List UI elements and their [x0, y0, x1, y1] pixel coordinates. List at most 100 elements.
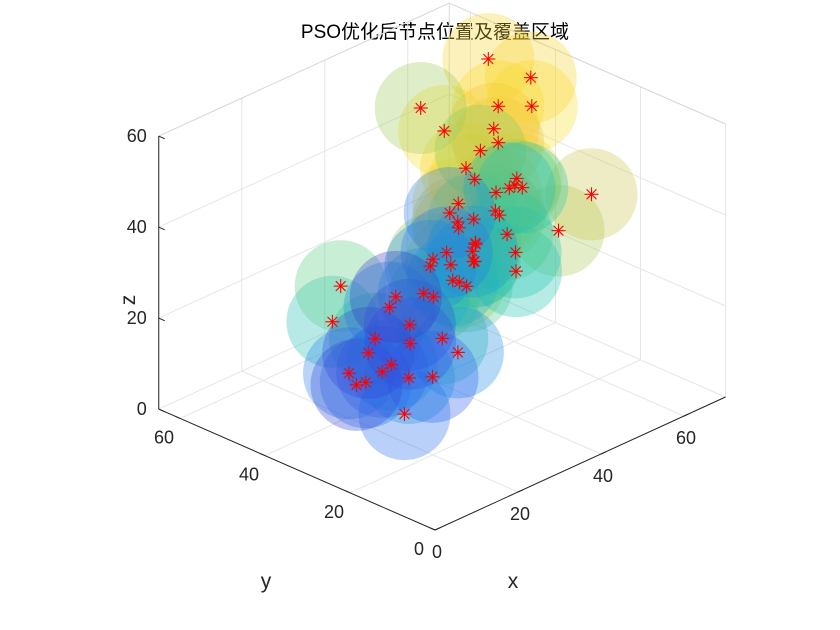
node-marker	[584, 187, 599, 202]
z-axis-label: z	[117, 295, 140, 306]
node-marker	[333, 279, 348, 294]
marker-stroke	[427, 371, 438, 383]
y-axis-label: y	[261, 570, 272, 593]
grid-line	[241, 370, 519, 493]
node-marker	[416, 286, 431, 301]
node-marker	[466, 212, 481, 227]
marker-stroke	[526, 100, 538, 112]
node-marker	[492, 208, 507, 223]
marker-stroke	[510, 265, 522, 277]
marker-stroke	[428, 291, 439, 303]
node-marker	[491, 135, 506, 150]
grid-line	[158, 184, 450, 319]
node-marker	[426, 289, 441, 304]
node-markers	[325, 52, 599, 422]
marker-stroke	[369, 333, 381, 345]
marker-stroke	[335, 280, 346, 292]
node-marker	[401, 370, 416, 385]
marker-stroke	[399, 408, 410, 420]
marker-stroke	[468, 213, 479, 225]
marker-stroke	[517, 182, 528, 193]
marker-stroke	[492, 137, 504, 148]
grid-line	[158, 275, 450, 410]
axis-ticks: 0 20 40 60 0 20 40 60 0 20 40 60	[127, 126, 726, 562]
marker-stroke	[427, 253, 439, 265]
marker-stroke	[362, 347, 374, 359]
marker-stroke	[447, 275, 459, 286]
node-marker	[486, 121, 501, 136]
marker-stroke	[437, 333, 448, 344]
node-marker	[523, 70, 538, 85]
coverage-spheres	[286, 13, 638, 461]
x-tick-label: 60	[676, 428, 696, 448]
marker-stroke	[441, 247, 452, 258]
z-tick	[158, 317, 165, 322]
z-tick	[158, 135, 165, 140]
marker-stroke	[376, 366, 388, 378]
marker-stroke	[452, 347, 464, 358]
node-marker	[451, 196, 466, 211]
marker-stroke	[510, 247, 521, 258]
marker-stroke	[483, 53, 494, 65]
marker-stroke	[404, 338, 416, 349]
node-marker	[467, 172, 482, 187]
x-tick-label: 0	[432, 542, 442, 562]
z-tick	[158, 408, 165, 413]
node-marker	[423, 259, 438, 274]
marker-stroke	[444, 207, 456, 219]
node-marker	[342, 366, 356, 381]
grid-line	[158, 93, 450, 228]
node-marker	[515, 180, 530, 195]
marker-stroke	[360, 377, 372, 388]
marker-stroke	[404, 319, 416, 331]
y-tick-label: 40	[239, 465, 259, 485]
node-marker	[524, 99, 539, 114]
z-tick-label: 0	[137, 399, 147, 419]
y-tick	[174, 415, 181, 419]
node-marker	[450, 345, 465, 360]
marker-stroke	[553, 225, 564, 236]
z-tick-label: 60	[127, 126, 147, 146]
z-tick	[158, 226, 165, 231]
x-tick-label: 20	[510, 504, 530, 524]
node-marker	[443, 257, 458, 272]
node-marker	[325, 314, 340, 329]
marker-stroke	[501, 228, 513, 240]
node-marker	[500, 227, 515, 242]
marker-stroke	[384, 302, 395, 313]
marker-stroke	[511, 173, 523, 184]
node-marker	[450, 215, 465, 230]
node-marker	[489, 185, 504, 200]
y-tick	[344, 490, 351, 494]
x-tick	[683, 413, 690, 417]
node-marker	[445, 273, 460, 288]
node-marker	[425, 369, 440, 384]
node-marker	[473, 143, 488, 158]
node-marker	[403, 336, 418, 351]
node-marker	[468, 235, 483, 250]
node-marker	[508, 245, 523, 260]
grid-line	[449, 93, 726, 216]
node-marker	[437, 123, 452, 138]
grid-line	[179, 284, 471, 419]
marker-stroke	[351, 379, 362, 391]
marker-stroke	[454, 276, 465, 288]
marker-stroke	[415, 102, 426, 114]
marker-stroke	[468, 256, 479, 267]
box-edge	[158, 2, 450, 137]
grid-line	[264, 322, 556, 457]
marker-stroke	[418, 288, 429, 299]
marker-stroke	[403, 372, 415, 384]
marker-stroke	[494, 209, 505, 221]
x-axis-line	[434, 396, 726, 531]
node-marker	[459, 279, 474, 294]
marker-stroke	[425, 260, 436, 272]
marker-stroke	[586, 188, 597, 200]
marker-stroke	[488, 123, 500, 135]
marker-stroke	[452, 216, 463, 228]
node-marker	[509, 264, 523, 279]
node-marker	[397, 407, 412, 422]
x-tick-label: 40	[593, 466, 613, 486]
y-tick	[259, 452, 266, 457]
